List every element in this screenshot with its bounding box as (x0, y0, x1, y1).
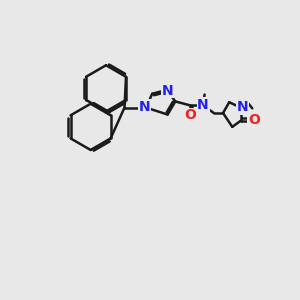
Text: O: O (248, 113, 260, 127)
Text: N: N (236, 100, 248, 114)
Text: N: N (197, 98, 209, 112)
Text: O: O (184, 108, 196, 122)
Text: N: N (139, 100, 150, 114)
Text: N: N (162, 84, 173, 98)
